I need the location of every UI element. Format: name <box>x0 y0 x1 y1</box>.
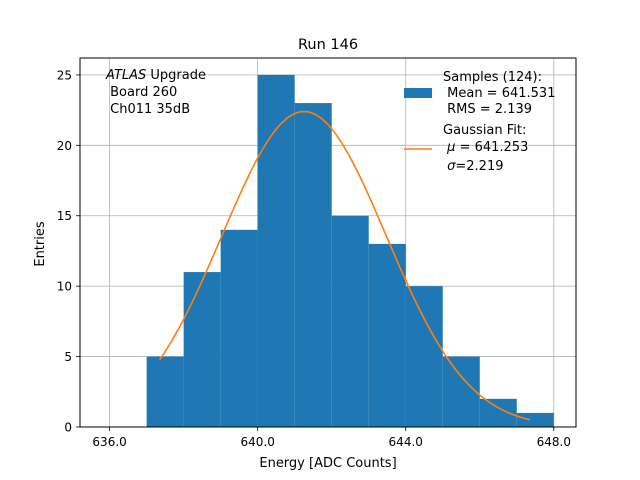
histogram-bars <box>146 74 554 428</box>
histogram-bar <box>368 243 406 427</box>
histogram-bar <box>405 286 443 427</box>
legend-samples-title: Samples (124): <box>443 70 542 85</box>
histogram-bar <box>183 272 221 427</box>
x-tick-label: 644.0 <box>389 435 423 449</box>
y-tick-label: 10 <box>57 280 72 294</box>
legend-fit-mu-symbol: μ <box>446 140 455 155</box>
fit-curve <box>158 110 530 421</box>
svg-text:σ=2.219: σ=2.219 <box>443 159 504 174</box>
y-axis-label: Entries <box>33 221 48 267</box>
annotation-channel: Ch011 35dB <box>106 102 190 117</box>
histogram-bar <box>516 412 554 427</box>
x-axis-ticks: 636.0 640.0 644.0 648.0 <box>92 427 571 449</box>
x-tick-label: 648.0 <box>537 435 571 449</box>
legend-fit-mu-value: = 641.253 <box>455 140 528 155</box>
histogram-bar <box>442 356 480 427</box>
legend-fit-sigma-value: =2.219 <box>455 159 503 174</box>
y-tick-label: 5 <box>64 350 72 364</box>
histogram-bar <box>220 229 258 427</box>
y-tick-label: 20 <box>57 139 72 153</box>
atlas-word: ATLAS <box>105 68 146 83</box>
x-tick-label: 640.0 <box>240 435 274 449</box>
legend: Samples (124): Mean = 641.531 RMS = 2.13… <box>404 70 555 174</box>
annotation-line1-rest: Upgrade <box>146 68 206 83</box>
annotation-board: Board 260 <box>106 85 177 100</box>
y-tick-label: 0 <box>64 421 72 435</box>
histogram-bar <box>257 74 295 428</box>
gaussian-fit <box>158 110 530 421</box>
y-axis-ticks: 0 5 10 15 20 25 <box>57 68 80 435</box>
svg-text:ATLAS Upgrade: ATLAS Upgrade <box>105 68 206 83</box>
histogram-bar <box>331 215 369 427</box>
legend-fit-title: Gaussian Fit: <box>443 123 526 138</box>
legend-samples-swatch <box>404 88 432 98</box>
chart-title: Run 146 <box>298 37 358 53</box>
svg-text:μ = 641.253: μ = 641.253 <box>443 140 528 155</box>
x-axis-label: Energy [ADC Counts] <box>259 456 396 471</box>
axes <box>79 57 577 428</box>
legend-samples-rms: RMS = 2.139 <box>443 102 532 117</box>
legend-fit-sigma-symbol: σ <box>447 159 456 174</box>
histogram-bar <box>294 103 332 428</box>
y-tick-label: 25 <box>57 68 72 82</box>
plot-frame <box>79 57 577 428</box>
atlas-annotation: ATLAS Upgrade Board 260 Ch011 35dB <box>105 68 206 117</box>
legend-samples-mean: Mean = 641.531 <box>443 86 555 101</box>
x-tick-label: 636.0 <box>92 435 126 449</box>
histogram-bar <box>146 356 184 427</box>
histogram-bar <box>479 398 517 427</box>
y-tick-label: 15 <box>57 209 72 223</box>
